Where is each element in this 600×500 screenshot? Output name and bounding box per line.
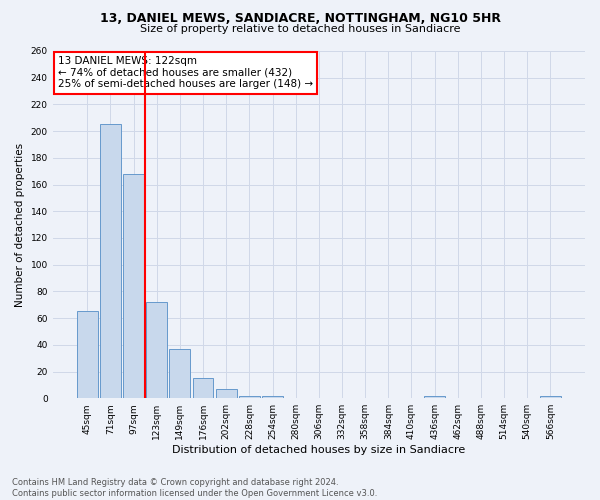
Bar <box>540 396 561 398</box>
Bar <box>77 312 98 398</box>
Text: 13, DANIEL MEWS, SANDIACRE, NOTTINGHAM, NG10 5HR: 13, DANIEL MEWS, SANDIACRE, NOTTINGHAM, … <box>100 12 500 26</box>
Bar <box>262 396 283 398</box>
Bar <box>216 389 236 398</box>
Bar <box>239 396 260 398</box>
Bar <box>424 396 445 398</box>
Text: Contains HM Land Registry data © Crown copyright and database right 2024.
Contai: Contains HM Land Registry data © Crown c… <box>12 478 377 498</box>
Bar <box>146 302 167 398</box>
Text: 13 DANIEL MEWS: 122sqm
← 74% of detached houses are smaller (432)
25% of semi-de: 13 DANIEL MEWS: 122sqm ← 74% of detached… <box>58 56 313 90</box>
Y-axis label: Number of detached properties: Number of detached properties <box>15 142 25 306</box>
Bar <box>100 124 121 398</box>
Bar <box>123 174 144 398</box>
Bar <box>169 349 190 398</box>
X-axis label: Distribution of detached houses by size in Sandiacre: Distribution of detached houses by size … <box>172 445 466 455</box>
Bar <box>193 378 214 398</box>
Text: Size of property relative to detached houses in Sandiacre: Size of property relative to detached ho… <box>140 24 460 34</box>
